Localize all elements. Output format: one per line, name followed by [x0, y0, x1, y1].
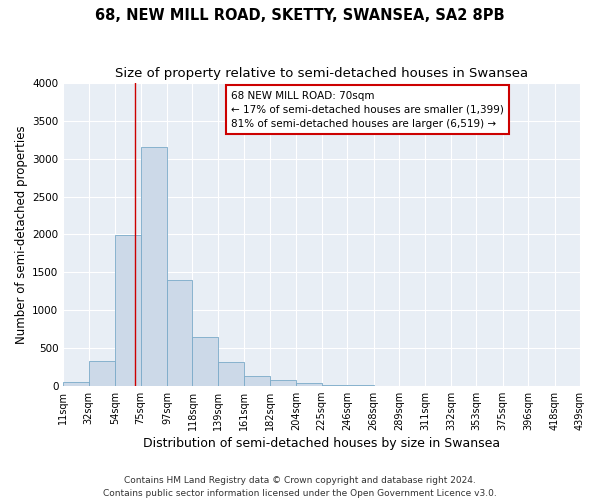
Bar — [244, 376, 270, 386]
Title: Size of property relative to semi-detached houses in Swansea: Size of property relative to semi-detach… — [115, 68, 528, 80]
Text: 68 NEW MILL ROAD: 70sqm
← 17% of semi-detached houses are smaller (1,399)
81% of: 68 NEW MILL ROAD: 70sqm ← 17% of semi-de… — [231, 90, 504, 128]
Text: 68, NEW MILL ROAD, SKETTY, SWANSEA, SA2 8PB: 68, NEW MILL ROAD, SKETTY, SWANSEA, SA2 … — [95, 8, 505, 22]
Text: Contains HM Land Registry data © Crown copyright and database right 2024.
Contai: Contains HM Land Registry data © Crown c… — [103, 476, 497, 498]
Y-axis label: Number of semi-detached properties: Number of semi-detached properties — [15, 125, 28, 344]
Bar — [167, 280, 193, 386]
Bar — [115, 235, 140, 386]
Bar — [63, 382, 89, 386]
Bar — [140, 146, 167, 386]
Bar — [270, 380, 296, 386]
Bar — [218, 362, 244, 386]
Bar — [322, 385, 347, 386]
Bar — [296, 384, 322, 386]
X-axis label: Distribution of semi-detached houses by size in Swansea: Distribution of semi-detached houses by … — [143, 437, 500, 450]
Bar — [89, 362, 115, 386]
Bar — [193, 338, 218, 386]
